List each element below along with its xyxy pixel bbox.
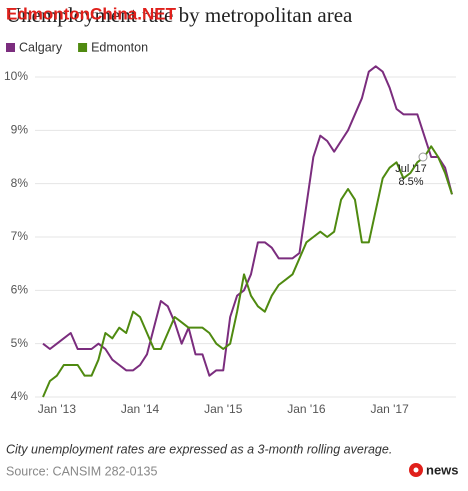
annotation-category: Jul '17 xyxy=(395,163,426,175)
x-tick-label: Jan '16 xyxy=(287,402,326,416)
legend-swatch xyxy=(78,43,88,52)
annotation-value: 8.5% xyxy=(398,176,423,188)
y-tick-label: 5% xyxy=(11,336,29,350)
y-tick-label: 6% xyxy=(11,283,29,297)
x-tick-label: Jan '13 xyxy=(38,402,77,416)
y-tick-label: 4% xyxy=(11,389,29,403)
legend-swatch xyxy=(6,43,15,52)
line-series xyxy=(42,65,453,377)
legend-label: Calgary xyxy=(19,40,63,54)
legend-label: Edmonton xyxy=(91,40,148,54)
y-tick-label: 8% xyxy=(11,176,29,190)
source: Source: CANSIM 282-0135 xyxy=(6,464,158,478)
annotation-marker xyxy=(418,152,428,162)
logo-icon xyxy=(409,463,423,477)
y-tick-label: 10% xyxy=(4,69,28,83)
x-tick-label: Jan '17 xyxy=(370,402,409,416)
y-tick-label: 9% xyxy=(11,123,29,137)
x-tick-label: Jan '14 xyxy=(121,402,160,416)
line-series xyxy=(42,145,453,398)
x-tick-label: Jan '15 xyxy=(204,402,243,416)
caption: City unemployment rates are expressed as… xyxy=(6,442,392,456)
y-tick-label: 7% xyxy=(11,229,29,243)
logo-text: news xyxy=(426,462,459,477)
chart-title: Unemployment rate by metropolitan area xyxy=(6,3,353,27)
watermark: EdmontonChina.NET xyxy=(6,4,177,23)
